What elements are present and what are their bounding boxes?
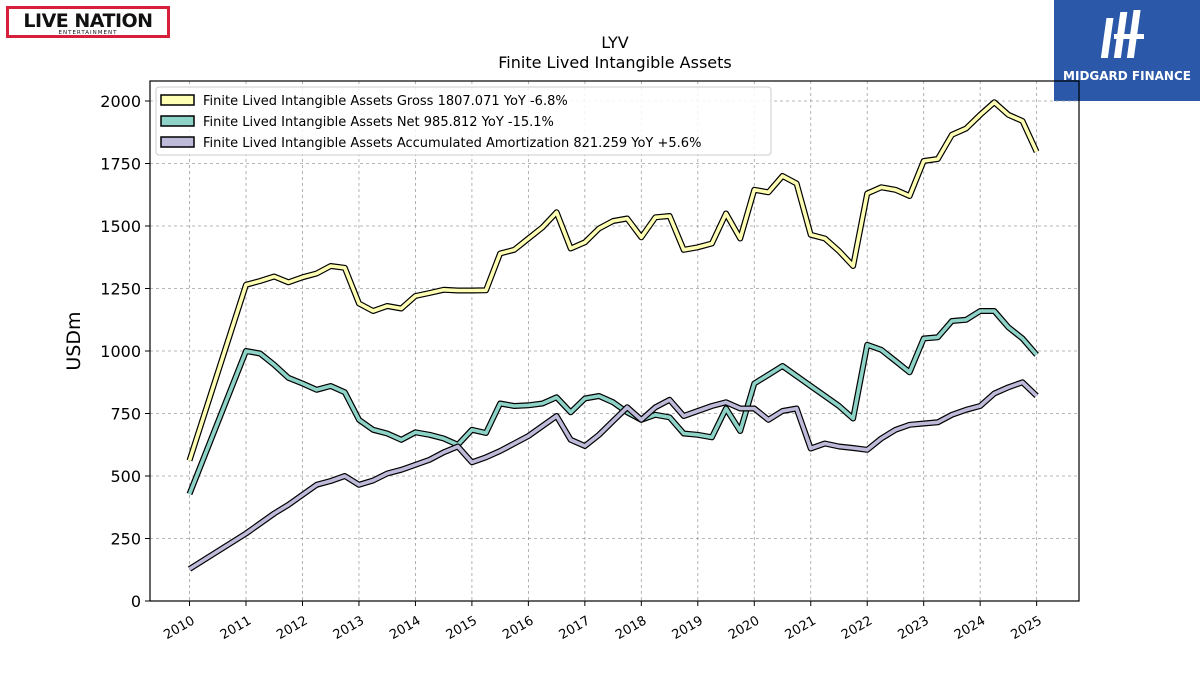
chart-title: LYV: [601, 33, 629, 52]
x-tick-label: 2015: [444, 613, 480, 643]
x-tick-label: 2023: [896, 613, 932, 643]
y-tick-label: 1250: [100, 280, 141, 299]
x-tick-label: 2024: [952, 613, 988, 643]
series-stroke: [188, 380, 1038, 571]
series-line-3: [187, 379, 1039, 572]
midgard-logo-mark-icon: [1100, 10, 1144, 58]
chart-subtitle: Finite Lived Intangible Assets: [498, 53, 731, 72]
series-layer: [186, 99, 1040, 572]
legend-label: Finite Lived Intangible Assets Gross 180…: [203, 94, 568, 109]
x-tick-label: 2020: [726, 613, 762, 643]
legend-swatch: [160, 136, 195, 148]
midgard-finance-logo: MIDGARD FINANCE: [1054, 0, 1200, 101]
legend-label: Finite Lived Intangible Assets Accumulat…: [203, 136, 701, 151]
legend-swatch: [160, 115, 195, 127]
y-tick-label: 1500: [100, 217, 141, 236]
x-tick-label: 2012: [274, 613, 310, 643]
legend-swatch: [160, 94, 195, 106]
plot-frame: [149, 80, 1080, 602]
series-outline: [186, 99, 1040, 462]
y-tick-label: 0: [131, 592, 141, 611]
series-line-1: [186, 99, 1040, 462]
x-tick-label: 2014: [387, 613, 423, 643]
grid: [150, 81, 1079, 602]
x-tick-label: 2013: [331, 613, 367, 643]
logo-left-main: LIVE NATION: [23, 10, 153, 32]
y-tick-label: 1750: [100, 155, 141, 174]
x-tick-label: 2010: [161, 613, 197, 643]
legend-box: [155, 86, 772, 156]
x-tick-label: 2011: [218, 613, 254, 643]
logo-left-sub: ENTERTAINMENT: [58, 30, 118, 36]
legend-label: Finite Lived Intangible Assets Net 985.8…: [203, 115, 554, 130]
series-stroke: [187, 309, 1038, 495]
y-tick-label: 2000: [100, 92, 141, 111]
series-line-2: [186, 308, 1039, 496]
x-tick-label: 2022: [839, 613, 875, 643]
y-tick-label: 500: [110, 467, 141, 486]
legend-entry: Finite Lived Intangible Assets Accumulat…: [160, 136, 701, 151]
y-axis: 0 250 500 750 1000 1250 1500 1750 2000: [100, 92, 150, 611]
x-tick-label: 2021: [783, 613, 819, 643]
x-tick-label: 2019: [670, 613, 706, 643]
y-axis-label: USDm: [63, 311, 85, 370]
x-axis: 2010 2011 2012 2013 2014 2015 2016 2017 2018 2019…: [161, 601, 1045, 643]
live-nation-logo: LIVE NATION ENTERTAINMENT: [6, 6, 170, 38]
y-tick-label: 1000: [100, 342, 141, 361]
x-tick-label: 2017: [557, 613, 593, 643]
x-tick-label: 2025: [1008, 613, 1044, 643]
series-stroke: [187, 100, 1039, 462]
legend-entry: Finite Lived Intangible Assets Gross 180…: [160, 94, 568, 109]
x-tick-label: 2018: [613, 613, 649, 643]
y-tick-label: 250: [110, 530, 141, 549]
legend: Finite Lived Intangible Assets Gross 180…: [155, 86, 772, 156]
x-tick-label: 2016: [500, 613, 536, 643]
y-tick-label: 750: [110, 405, 141, 424]
logo-right-text: MIDGARD FINANCE: [1063, 69, 1191, 83]
legend-entry: Finite Lived Intangible Assets Net 985.8…: [160, 115, 554, 130]
